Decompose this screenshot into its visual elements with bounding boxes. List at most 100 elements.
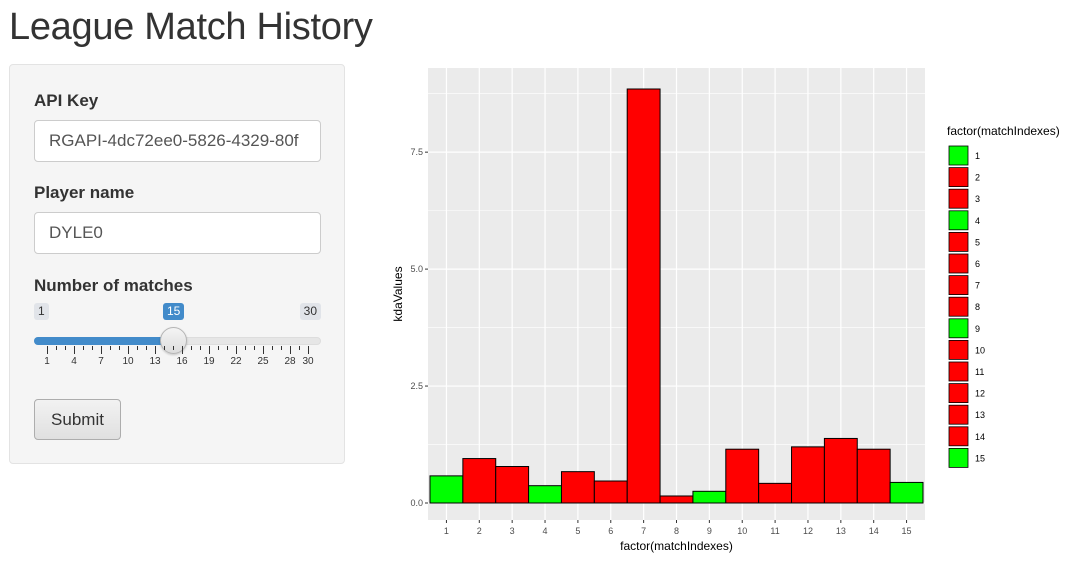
legend-label: 13 <box>975 410 985 420</box>
bar <box>593 480 628 504</box>
slider-tick-label: 19 <box>203 356 215 367</box>
slider-tick <box>65 346 66 350</box>
legend-key <box>948 167 969 187</box>
x-tick-label: 9 <box>707 526 712 536</box>
y-tick-label: 2.5 <box>410 381 423 391</box>
slider-tick <box>155 346 156 354</box>
slider-tick <box>92 346 93 350</box>
y-tick-label: 0.0 <box>410 498 423 508</box>
x-tick-label: 3 <box>510 526 515 536</box>
x-tick-label: 6 <box>608 526 613 536</box>
y-tick-label: 7.5 <box>410 147 423 157</box>
bar <box>626 88 661 504</box>
x-tick-label: 2 <box>477 526 482 536</box>
legend-key <box>948 361 969 382</box>
legend-key <box>948 296 969 317</box>
kda-bar-chart: 0.02.55.07.51 2 3 4 5 6 7 8 9 10 11 12 13 14 15factor(… <box>391 68 1060 553</box>
input-panel: API Key RGAPI-4dc72ee0-5826-4329-80f Pla… <box>9 64 345 464</box>
legend-label: 3 <box>975 194 980 204</box>
slider-tick <box>281 346 282 350</box>
x-tick-label: 15 <box>902 526 912 536</box>
legend-key <box>948 447 969 468</box>
legend-key <box>948 188 969 209</box>
api-key-label: API Key <box>34 91 99 110</box>
slider-tick <box>56 346 57 350</box>
x-tick-label: 1 <box>444 526 449 536</box>
bar <box>495 466 530 504</box>
legend-key <box>948 318 969 339</box>
bar <box>889 481 924 504</box>
bar <box>560 471 595 504</box>
legend-label: 12 <box>975 389 985 399</box>
player-name-input[interactable]: DYLE0 <box>34 212 321 254</box>
page-title: League Match History <box>9 6 373 48</box>
slider-tick <box>137 346 138 350</box>
x-axis-title: factor(matchIndexes) <box>620 539 733 553</box>
bar <box>725 448 760 504</box>
bar <box>462 458 497 504</box>
x-tick-label: 10 <box>737 526 747 536</box>
slider-tick <box>146 346 147 350</box>
slider-tick <box>245 346 246 350</box>
slider-tick <box>209 346 210 354</box>
submit-button[interactable]: Submit <box>34 399 121 440</box>
x-tick-label: 8 <box>674 526 679 536</box>
legend-label: 6 <box>975 259 980 269</box>
slider-max-label: 30 <box>299 303 321 320</box>
x-tick-label: 11 <box>770 526 779 536</box>
slider-tick-label: 4 <box>71 356 77 367</box>
slider-fill <box>34 337 173 345</box>
slider-tick <box>254 346 255 350</box>
slider-tick-label: 22 <box>230 356 242 367</box>
slider-tick-label: 10 <box>122 356 134 367</box>
x-tick-label: 4 <box>543 526 548 536</box>
bar <box>823 437 858 504</box>
legend-label: 8 <box>975 302 980 312</box>
legend-key <box>948 404 969 425</box>
legend-label: 7 <box>975 281 980 291</box>
slider-tick <box>110 346 111 350</box>
slider-tick <box>218 346 219 350</box>
legend-label: 11 <box>975 367 984 377</box>
legend-key <box>948 145 969 166</box>
legend-key <box>948 383 969 404</box>
legend-label: 5 <box>975 237 980 247</box>
x-tick-label: 14 <box>869 526 879 536</box>
y-axis-title: kdaValues <box>391 266 405 321</box>
matches-slider[interactable]: 1 30 15 1 4 7 10 13 16 19 22 25 28 30 <box>34 303 324 383</box>
legend-label: 14 <box>975 432 985 442</box>
legend-key <box>948 426 969 447</box>
slider-tick <box>200 346 201 350</box>
slider-tick <box>290 346 291 354</box>
bar <box>856 448 891 504</box>
bar <box>758 482 793 504</box>
slider-tick-label: 28 <box>284 356 296 367</box>
bar <box>659 495 694 504</box>
slider-tick <box>272 346 273 350</box>
slider-tick-label: 13 <box>149 356 161 367</box>
slider-tick <box>236 346 237 354</box>
slider-tick <box>299 346 300 350</box>
bar <box>429 475 464 504</box>
slider-tick <box>83 346 84 350</box>
slider-tick-label: 16 <box>176 356 188 367</box>
slider-tick <box>74 346 75 354</box>
slider-tick <box>182 346 183 354</box>
slider-tick <box>47 346 48 354</box>
legend-label: 1 <box>975 151 980 161</box>
slider-tick-label: 1 <box>44 356 50 367</box>
slider-ticks: 1 4 7 10 13 16 19 22 25 28 30 <box>34 346 324 382</box>
legend-label: 9 <box>975 324 980 334</box>
api-key-input[interactable]: RGAPI-4dc72ee0-5826-4329-80f <box>34 120 321 162</box>
legend-label: 15 <box>975 453 985 463</box>
slider-tick <box>173 346 174 350</box>
slider-tick-label: 7 <box>98 356 104 367</box>
y-tick-label: 5.0 <box>410 264 423 274</box>
slider-min-label: 1 <box>34 303 49 320</box>
slider-tick-label: 25 <box>257 356 269 367</box>
legend-label: 2 <box>975 173 980 183</box>
player-name-label: Player name <box>34 183 135 202</box>
slider-tick <box>227 346 228 350</box>
slider-tick <box>191 346 192 350</box>
x-tick-label: 12 <box>803 526 813 536</box>
